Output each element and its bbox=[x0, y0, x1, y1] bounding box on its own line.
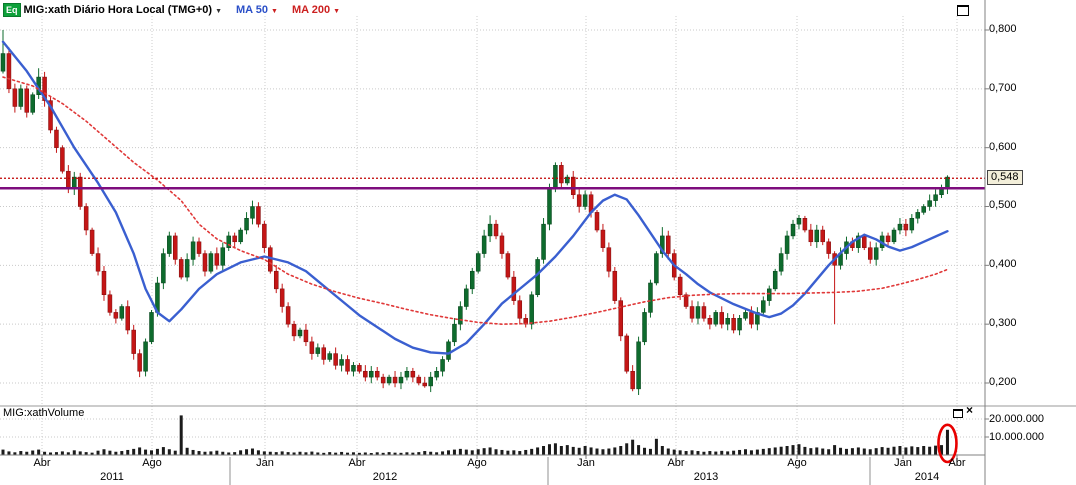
year-label: 2012 bbox=[372, 471, 398, 483]
gridlines bbox=[0, 16, 985, 455]
price-tick-label: 0,400 bbox=[989, 258, 1017, 271]
month-label: Abr bbox=[33, 457, 51, 469]
instrument-selector[interactable]: Eq MIG:xath Diário Hora Local (TMG+0) ▼ bbox=[3, 3, 222, 17]
price-tick-label: 0,700 bbox=[989, 81, 1017, 94]
ma200-label: MA 200 bbox=[291, 4, 331, 16]
price-tick-label: 0,600 bbox=[989, 140, 1017, 153]
equity-badge: Eq bbox=[3, 3, 21, 17]
volume-tick-label: 20.000.000 bbox=[989, 413, 1045, 425]
ma50-label: MA 50 bbox=[236, 4, 269, 16]
year-label: 2014 bbox=[914, 471, 940, 483]
close-panel-icon[interactable]: × bbox=[966, 403, 974, 417]
chevron-down-icon[interactable]: ▼ bbox=[271, 7, 278, 15]
candles-layer bbox=[0, 30, 950, 395]
restore-panel-icon[interactable] bbox=[953, 409, 963, 418]
month-label: Jan bbox=[894, 457, 912, 469]
month-label: Abr bbox=[667, 457, 685, 469]
price-tick-label: 0,200 bbox=[989, 375, 1017, 388]
price-tick-label: 0,500 bbox=[989, 199, 1017, 212]
chart-header: Eq MIG:xath Diário Hora Local (TMG+0) ▼ … bbox=[3, 3, 340, 17]
chevron-down-icon[interactable]: ▼ bbox=[333, 7, 340, 15]
month-label: Ago bbox=[787, 457, 807, 469]
month-label: Ago bbox=[142, 457, 162, 469]
price-level-badge[interactable]: 0,548 bbox=[987, 170, 1023, 186]
ma200-indicator-menu[interactable]: MA 200 ▼ bbox=[292, 4, 340, 16]
year-label: 2011 bbox=[100, 471, 124, 483]
ma-line bbox=[2, 76, 949, 325]
ma50-indicator-menu[interactable]: MA 50 ▼ bbox=[236, 4, 278, 16]
month-label: Abr bbox=[948, 457, 966, 469]
volume-panel-title: MIG:xathVolume bbox=[3, 407, 85, 419]
volume-bars bbox=[1, 415, 949, 455]
month-label: Jan bbox=[577, 457, 595, 469]
chevron-down-icon[interactable]: ▼ bbox=[215, 7, 223, 15]
volume-annotation-ellipse bbox=[937, 423, 958, 464]
volume-tick-label: 10.000.000 bbox=[989, 431, 1045, 443]
month-label: Jan bbox=[256, 457, 274, 469]
month-label: Ago bbox=[467, 457, 487, 469]
chart-title: MIG:xath Diário Hora Local (TMG+0) bbox=[23, 4, 213, 16]
price-tick-label: 0,300 bbox=[989, 317, 1017, 330]
year-label: 2013 bbox=[693, 471, 719, 483]
month-label: Abr bbox=[348, 457, 366, 469]
price-tick-label: 0,800 bbox=[989, 23, 1017, 35]
ma-line bbox=[1, 40, 949, 355]
maximize-icon[interactable] bbox=[957, 5, 969, 16]
